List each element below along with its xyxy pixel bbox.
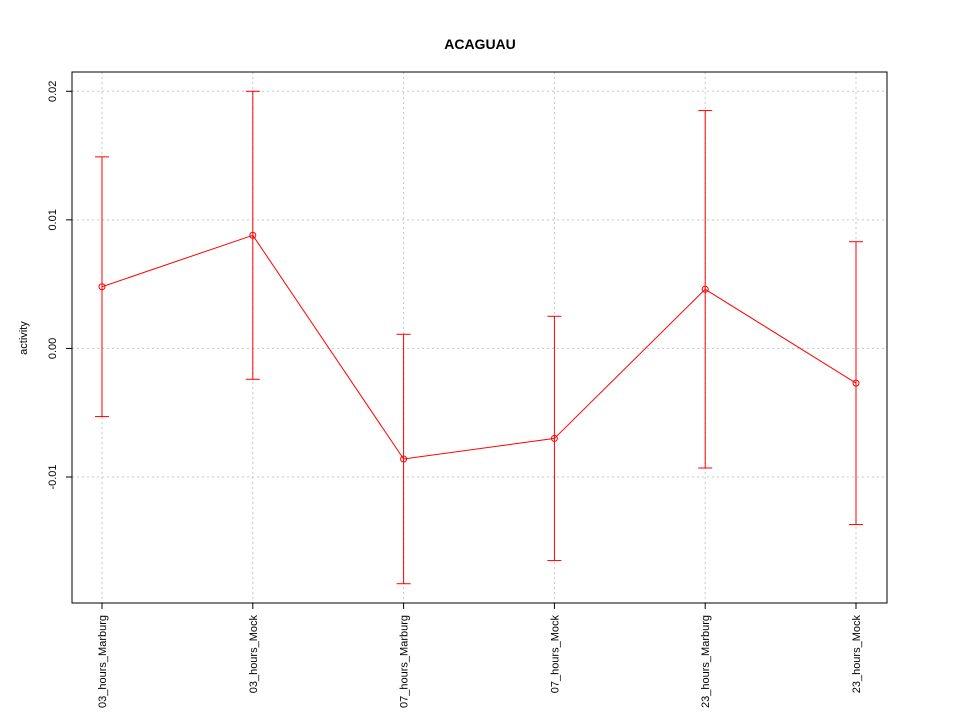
error-bar (396, 333, 411, 585)
error-bar (245, 90, 260, 380)
error-bar (95, 156, 109, 418)
point (701, 285, 709, 293)
y-tick-label: 0.00 (47, 338, 59, 359)
x-tick-label: 23_hours_Mock (851, 615, 863, 694)
point (550, 434, 558, 442)
x-tick-label: 07_hours_Mock (549, 615, 561, 694)
x-tick-label: 03_hours_Mock (248, 615, 260, 694)
y-tick-label: 0.02 (47, 81, 59, 102)
chart-title: ACAGUAU (444, 36, 516, 52)
error-bar (698, 110, 713, 469)
x-tick-label: 03_hours_Marburg (97, 615, 109, 708)
line (101, 234, 857, 460)
y-axis-label: activity (18, 321, 30, 355)
point (400, 455, 408, 463)
point (852, 379, 860, 387)
error-bar (849, 241, 863, 526)
plot-frame (71, 71, 888, 604)
point (98, 283, 106, 291)
point (249, 231, 257, 239)
error-bar (547, 315, 562, 562)
x-tick-label: 23_hours_Marburg (700, 615, 712, 708)
y-tick-label: 0.01 (47, 209, 59, 230)
y-tick-label: -0.01 (47, 464, 59, 489)
x-tick-label: 07_hours_Marburg (399, 615, 411, 708)
